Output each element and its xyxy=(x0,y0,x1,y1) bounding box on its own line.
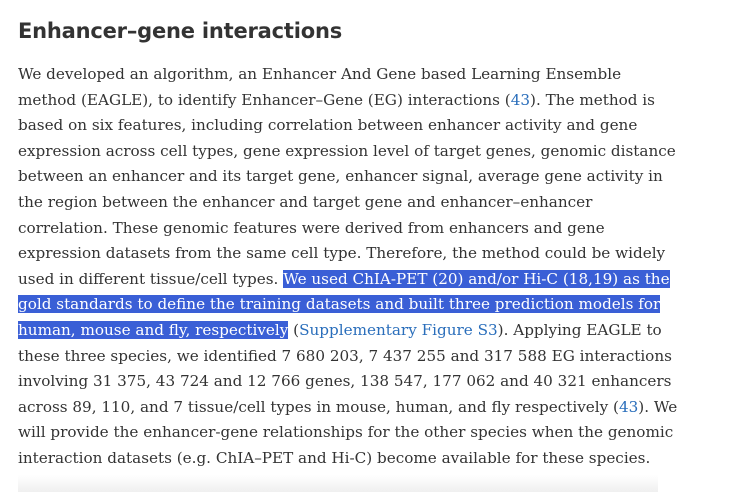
cut-off-next-line xyxy=(18,475,658,492)
selected-text[interactable]: We used ChIA-PET (20) and/or Hi-C (18,19… xyxy=(283,269,670,288)
text-run: ( xyxy=(288,320,300,339)
text-line: the region between the enhancer and targ… xyxy=(18,192,593,211)
text-run: across 89, 110, and 7 tissue/cell types … xyxy=(18,397,619,416)
reference-link-43[interactable]: 43 xyxy=(618,397,639,416)
text-line: correlation. These genomic features were… xyxy=(18,218,605,237)
text-run: method (EAGLE), to identify Enhancer–Gen… xyxy=(18,90,511,109)
text-line: across 89, 110, and 7 tissue/cell types … xyxy=(18,395,677,421)
text-line: based on six features, including correla… xyxy=(18,116,638,135)
text-run: ). The method is xyxy=(530,90,655,109)
section-heading: Enhancer–gene interactions xyxy=(18,19,343,43)
text-line: interaction datasets (e.g. ChIA–PET and … xyxy=(18,448,651,467)
text-line: involving 31 375, 43 724 and 12 766 gene… xyxy=(18,372,672,391)
text-line: will provide the enhancer-gene relations… xyxy=(18,423,674,442)
selected-text[interactable]: gold standards to define the training da… xyxy=(18,295,661,314)
text-line: used in different tissue/cell types. We … xyxy=(18,267,670,293)
supplementary-figure-link[interactable]: Supplementary Figure S3 xyxy=(299,320,498,339)
text-line: expression datasets from the same cell t… xyxy=(18,244,666,263)
text-run: ). Applying EAGLE to xyxy=(497,320,662,339)
text-line: method (EAGLE), to identify Enhancer–Gen… xyxy=(18,88,658,114)
text-run: ). We xyxy=(638,397,678,416)
text-line: expression across cell types, gene expre… xyxy=(18,141,676,160)
text-run: used in different tissue/cell types. xyxy=(18,269,284,288)
text-line: human, mouse and fly, respectively (Supp… xyxy=(18,318,662,344)
reference-link-43[interactable]: 43 xyxy=(510,90,531,109)
text-line: We developed an algorithm, an Enhancer A… xyxy=(18,65,622,83)
text-line: gold standards to define the training da… xyxy=(18,292,661,318)
body-paragraph: We developed an algorithm, an Enhancer A… xyxy=(18,62,677,472)
selected-text[interactable]: human, mouse and fly, respectively xyxy=(18,320,289,339)
text-line: between an enhancer and its target gene,… xyxy=(18,167,663,186)
text-line: these three species, we identified 7 680… xyxy=(18,346,672,365)
